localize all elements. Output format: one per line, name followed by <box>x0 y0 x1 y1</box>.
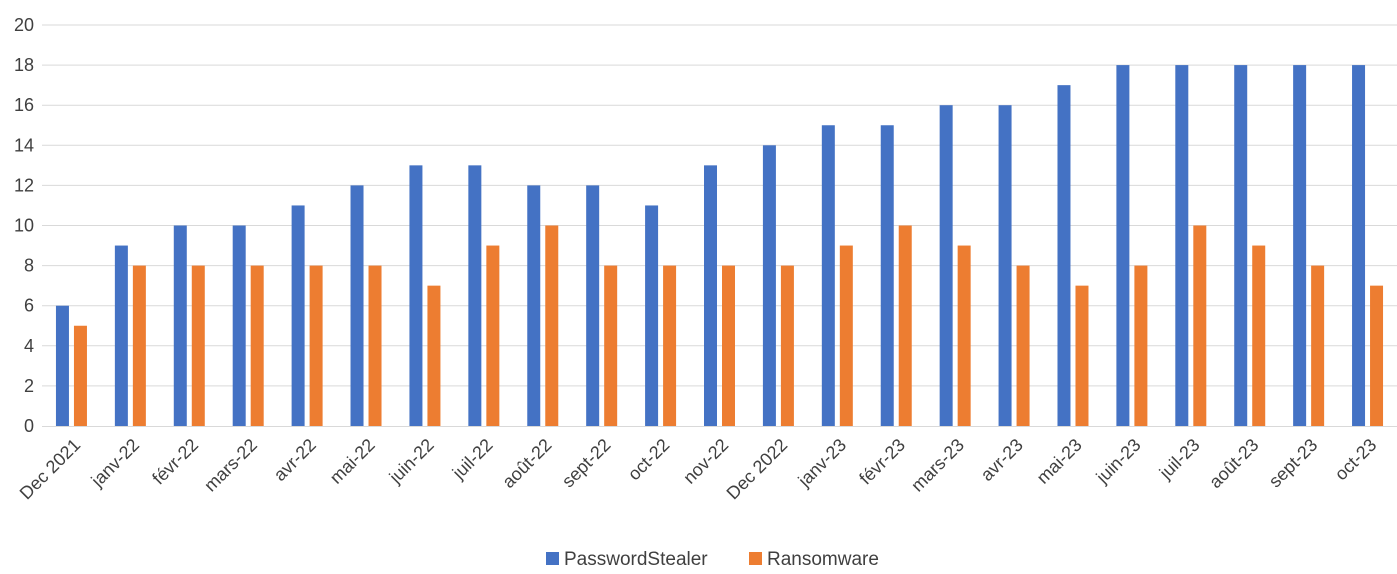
x-tick-label: janv-23 <box>794 435 851 492</box>
bar-ransomware <box>545 225 559 426</box>
bar-passwordstealer <box>1116 65 1130 426</box>
x-tick-label: févr-23 <box>855 435 909 489</box>
bar-passwordstealer <box>232 225 246 426</box>
bar-ransomware <box>1193 225 1207 426</box>
bar-passwordstealer <box>1234 65 1248 426</box>
bar-ransomware <box>780 265 794 426</box>
bar-passwordstealer <box>55 305 69 426</box>
y-axis-ticks: 0 2 4 6 8 10 12 14 16 18 20 <box>14 15 34 436</box>
x-tick-label: janv-22 <box>87 435 144 492</box>
bar-passwordstealer <box>291 205 305 426</box>
bar-passwordstealer <box>645 205 659 426</box>
bar-ransomware <box>191 265 205 426</box>
bar-ransomware <box>957 245 971 426</box>
bar-passwordstealer <box>173 225 187 426</box>
y-tick-label: 4 <box>24 336 34 356</box>
x-tick-label: avr-22 <box>270 435 320 485</box>
bar-passwordstealer <box>762 145 776 427</box>
bar-passwordstealer <box>1057 85 1071 427</box>
bar-ransomware <box>663 265 677 426</box>
x-tick-label: nov-22 <box>679 435 732 488</box>
x-tick-label: août-22 <box>498 435 555 492</box>
bar-ransomware <box>73 325 87 426</box>
bar-ransomware <box>132 265 146 426</box>
bar-passwordstealer <box>704 165 717 426</box>
x-tick-label: juil-22 <box>448 435 497 484</box>
bar-ransomware <box>427 285 441 426</box>
x-tick-label: sept-22 <box>558 435 615 492</box>
bar-ransomware <box>486 245 500 426</box>
legend-swatch <box>749 552 762 565</box>
bar-ransomware <box>722 265 735 426</box>
y-tick-label: 16 <box>14 95 34 115</box>
x-tick-label: oct-22 <box>624 435 674 485</box>
x-tick-label: juin-22 <box>385 435 438 488</box>
legend-item-passwordstealer: PasswordStealer <box>546 549 708 570</box>
y-tick-label: 10 <box>14 216 34 236</box>
bar-passwordstealer <box>527 185 541 426</box>
y-tick-label: 18 <box>14 55 34 75</box>
x-tick-label: oct-23 <box>1331 435 1381 485</box>
legend-label: Ransomware <box>767 549 879 570</box>
bar-passwordstealer <box>409 165 423 426</box>
x-tick-label: mai-23 <box>1033 435 1086 488</box>
x-tick-label: Dec 2022 <box>723 435 792 504</box>
bar-passwordstealer <box>468 165 482 426</box>
x-tick-label: mars-23 <box>907 435 968 496</box>
bar-ransomware <box>368 265 382 426</box>
y-tick-label: 2 <box>24 376 34 396</box>
gridlines <box>42 24 1397 387</box>
x-tick-label: févr-22 <box>148 435 202 489</box>
bar-ransomware <box>1134 265 1148 426</box>
y-tick-label: 0 <box>24 416 34 436</box>
bar-passwordstealer <box>880 125 894 426</box>
bar-passwordstealer <box>1175 65 1189 426</box>
y-tick-label: 12 <box>14 175 34 195</box>
bar-ransomware <box>604 265 618 426</box>
x-tick-label: août-23 <box>1205 435 1262 492</box>
y-tick-label: 20 <box>14 15 34 35</box>
x-tick-label: avr-23 <box>977 435 1027 485</box>
bar-ransomware <box>1370 285 1384 426</box>
bar-passwordstealer <box>821 125 835 426</box>
bar-passwordstealer <box>1352 65 1366 426</box>
bar-passwordstealer <box>1293 65 1307 426</box>
x-tick-label: juin-23 <box>1092 435 1145 488</box>
x-tick-label: juil-23 <box>1155 435 1204 484</box>
bar-passwordstealer <box>114 245 128 426</box>
bar-passwordstealer <box>939 105 953 426</box>
bar-ransomware <box>1075 285 1089 426</box>
bar-passwordstealer <box>586 185 600 426</box>
legend-item-ransomware: Ransomware <box>749 549 879 570</box>
x-tick-label: mai-22 <box>326 435 379 488</box>
bars <box>55 65 1384 427</box>
legend-swatch <box>546 552 559 565</box>
legend: PasswordStealer Ransomware <box>546 549 879 570</box>
bar-ransomware <box>1311 265 1325 426</box>
bar-ransomware <box>839 245 853 426</box>
bar-ransomware <box>309 265 323 426</box>
y-tick-label: 8 <box>24 256 34 276</box>
bar-ransomware <box>1252 245 1266 426</box>
y-tick-label: 14 <box>14 135 34 155</box>
bar-passwordstealer <box>350 185 364 426</box>
x-tick-label: sept-23 <box>1265 435 1322 492</box>
x-tick-label: mars-22 <box>200 435 261 496</box>
x-tick-label: Dec 2021 <box>16 435 85 504</box>
bar-ransomware <box>250 265 264 426</box>
bar-ransomware <box>1016 265 1030 426</box>
y-tick-label: 6 <box>24 296 34 316</box>
bar-passwordstealer <box>998 105 1012 426</box>
legend-label: PasswordStealer <box>564 549 708 570</box>
bar-ransomware <box>898 225 912 426</box>
